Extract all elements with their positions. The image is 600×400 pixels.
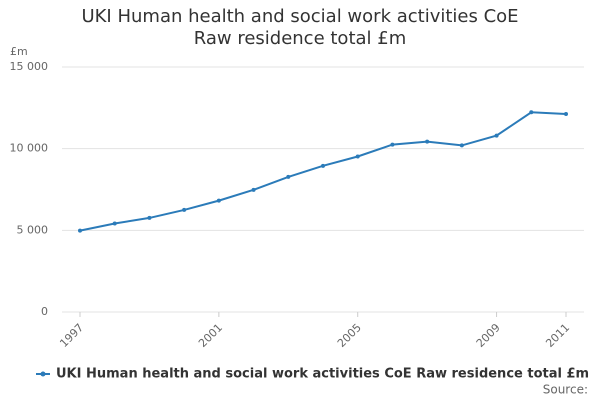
point — [564, 112, 568, 117]
x-tick-label: 2009 — [474, 321, 503, 350]
chart-title: UKI Human health and social work activit… — [81, 6, 519, 49]
point — [425, 139, 430, 144]
y-tick-label: 15 000 — [10, 60, 49, 73]
y-unit: £m — [10, 45, 28, 58]
point — [286, 174, 291, 179]
point — [390, 142, 395, 147]
series-line — [79, 111, 567, 232]
point — [216, 198, 221, 203]
title-box: UKI Human health and social work activit… — [0, 6, 600, 50]
point — [182, 207, 187, 212]
point — [251, 187, 256, 192]
y-tick-label: 5 000 — [17, 223, 49, 236]
y-tick-label: 10 000 — [10, 142, 49, 155]
point — [529, 110, 534, 115]
x-tick-label: 1997 — [57, 321, 86, 350]
x-tick-label: 2011 — [543, 321, 572, 350]
point — [459, 143, 464, 148]
x-tick-label: 2005 — [335, 321, 364, 350]
point — [355, 154, 360, 159]
source: Source: — [543, 383, 588, 397]
point — [78, 228, 82, 233]
legend-dot — [40, 371, 46, 377]
legend-label: UKI Human health and social work activit… — [56, 367, 589, 382]
point — [147, 215, 152, 220]
point — [321, 163, 325, 168]
point — [494, 133, 499, 138]
point — [112, 221, 117, 226]
y-tick-label: 0 — [41, 305, 48, 318]
x-tick-label: 2001 — [196, 321, 225, 350]
